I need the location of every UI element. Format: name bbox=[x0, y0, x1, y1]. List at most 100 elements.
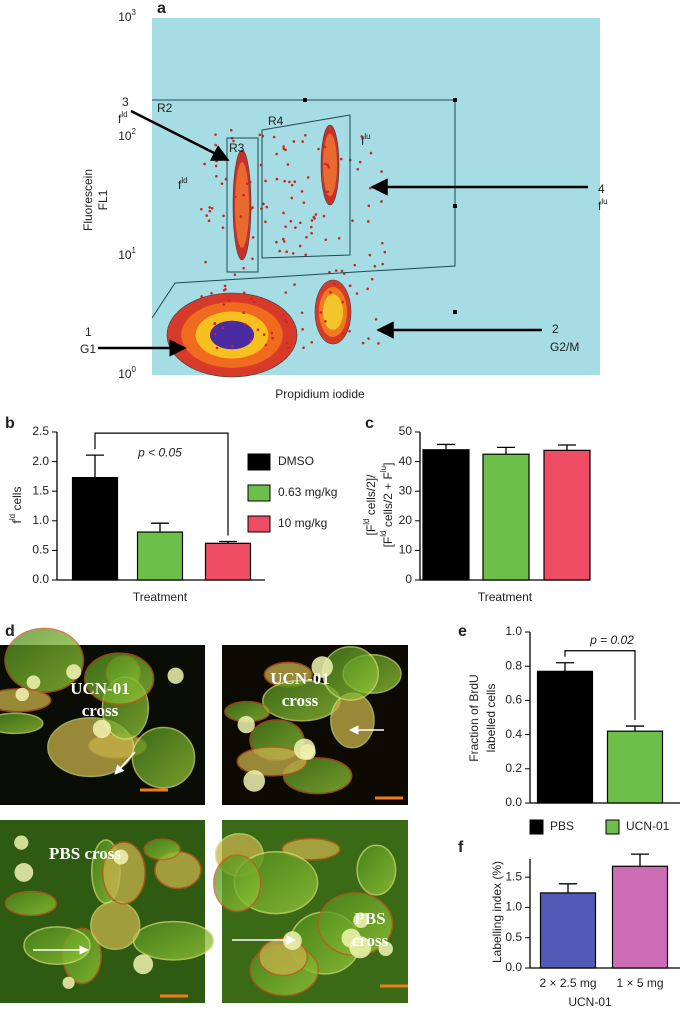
event-dot bbox=[367, 337, 370, 340]
event-dot bbox=[244, 323, 247, 326]
gate bbox=[261, 114, 351, 259]
event-dot bbox=[224, 287, 227, 291]
event-dot bbox=[381, 262, 385, 266]
event-dot bbox=[242, 193, 246, 197]
gate-handle bbox=[303, 98, 307, 102]
superscript: ld bbox=[379, 531, 388, 537]
x-tick-label: 1 × 5 mg bbox=[616, 976, 663, 990]
event-dot bbox=[356, 167, 360, 171]
event-dot bbox=[245, 182, 249, 185]
y-tick-label: 102 bbox=[118, 127, 136, 143]
cell bbox=[62, 976, 75, 989]
event-dot bbox=[310, 340, 314, 344]
event-dot bbox=[355, 292, 359, 295]
text-part: cells bbox=[10, 487, 24, 514]
event-dot bbox=[271, 336, 274, 340]
text-part: f bbox=[178, 178, 182, 192]
y-tick-label: 1.0 bbox=[32, 513, 49, 527]
event-dot bbox=[358, 160, 362, 164]
event-dot bbox=[291, 252, 295, 255]
y-tick-label: 0.0 bbox=[505, 795, 522, 809]
event-dot bbox=[285, 341, 289, 345]
event-dot bbox=[366, 287, 369, 291]
event-dot bbox=[284, 318, 287, 322]
annotation-label: fld bbox=[118, 110, 128, 126]
text-part: cells/2]/ bbox=[364, 474, 378, 519]
event-dot bbox=[373, 264, 377, 268]
y-axis-label: FL1 bbox=[96, 189, 110, 210]
tick-exponent: 3 bbox=[132, 8, 137, 17]
event-dot bbox=[317, 147, 320, 151]
y-tick-label: 30 bbox=[399, 483, 413, 497]
region-label: flu bbox=[361, 132, 371, 148]
event-dot bbox=[250, 297, 253, 300]
event-dot bbox=[287, 346, 291, 350]
event-dot bbox=[272, 135, 276, 139]
event-dot bbox=[248, 180, 252, 184]
event-dot bbox=[327, 165, 330, 169]
y-axis-label: Fluorescein bbox=[81, 169, 95, 231]
event-dot bbox=[310, 219, 314, 222]
bar bbox=[422, 449, 470, 581]
event-dot bbox=[302, 201, 306, 204]
micrograph-caption: cross bbox=[282, 691, 319, 710]
event-dot bbox=[252, 300, 256, 304]
legend-label: PBS bbox=[550, 819, 574, 833]
event-dot bbox=[323, 145, 327, 149]
cell bbox=[294, 738, 316, 760]
text-part: Fluorescein bbox=[81, 169, 95, 231]
event-dot bbox=[232, 139, 235, 143]
event-dot bbox=[286, 163, 290, 166]
tissue bbox=[356, 844, 397, 896]
bar bbox=[71, 476, 119, 581]
event-dot bbox=[264, 220, 267, 224]
event-dot bbox=[258, 133, 262, 137]
event-dot bbox=[264, 343, 268, 347]
legend-label: UCN-01 bbox=[626, 819, 670, 833]
event-dot bbox=[239, 215, 243, 218]
event-dot bbox=[214, 133, 217, 136]
tick-base: 10 bbox=[118, 367, 132, 381]
y-tick-label: 0.6 bbox=[505, 693, 522, 707]
event-dot bbox=[284, 291, 288, 294]
event-dot bbox=[262, 202, 265, 206]
bar bbox=[204, 542, 252, 581]
tissue bbox=[84, 652, 155, 705]
superscript: lu bbox=[364, 132, 370, 141]
micrograph-caption: UCN-01 bbox=[70, 679, 130, 698]
event-dot bbox=[329, 290, 332, 294]
event-dot bbox=[251, 206, 254, 209]
population bbox=[234, 162, 250, 248]
event-dot bbox=[221, 326, 225, 330]
cell bbox=[311, 656, 333, 678]
event-dot bbox=[314, 213, 318, 216]
cell bbox=[26, 675, 41, 690]
population bbox=[322, 133, 338, 197]
event-dot bbox=[214, 164, 218, 168]
event-dot bbox=[207, 219, 211, 222]
event-dot bbox=[242, 291, 246, 295]
cell bbox=[378, 941, 393, 956]
superscript: ld bbox=[181, 176, 187, 185]
event-dot bbox=[377, 342, 380, 345]
event-dot bbox=[278, 249, 281, 253]
event-dot bbox=[292, 140, 296, 143]
cell bbox=[341, 928, 361, 948]
significance-bracket bbox=[94, 432, 229, 536]
tissue bbox=[90, 900, 141, 950]
y-axis-label: Labelling index (%) bbox=[490, 861, 504, 963]
y-tick-label: 10 bbox=[399, 543, 413, 557]
event-dot bbox=[284, 225, 287, 228]
event-dot bbox=[242, 311, 245, 315]
event-dot bbox=[282, 211, 285, 215]
y-tick-label: 0.0 bbox=[505, 960, 522, 974]
superscript: lu bbox=[379, 466, 388, 472]
event-dot bbox=[306, 176, 310, 179]
tick-base: 10 bbox=[118, 10, 132, 24]
tissue bbox=[281, 837, 341, 861]
event-dot bbox=[367, 220, 370, 223]
significance-bracket bbox=[564, 650, 636, 721]
gate bbox=[226, 137, 259, 273]
